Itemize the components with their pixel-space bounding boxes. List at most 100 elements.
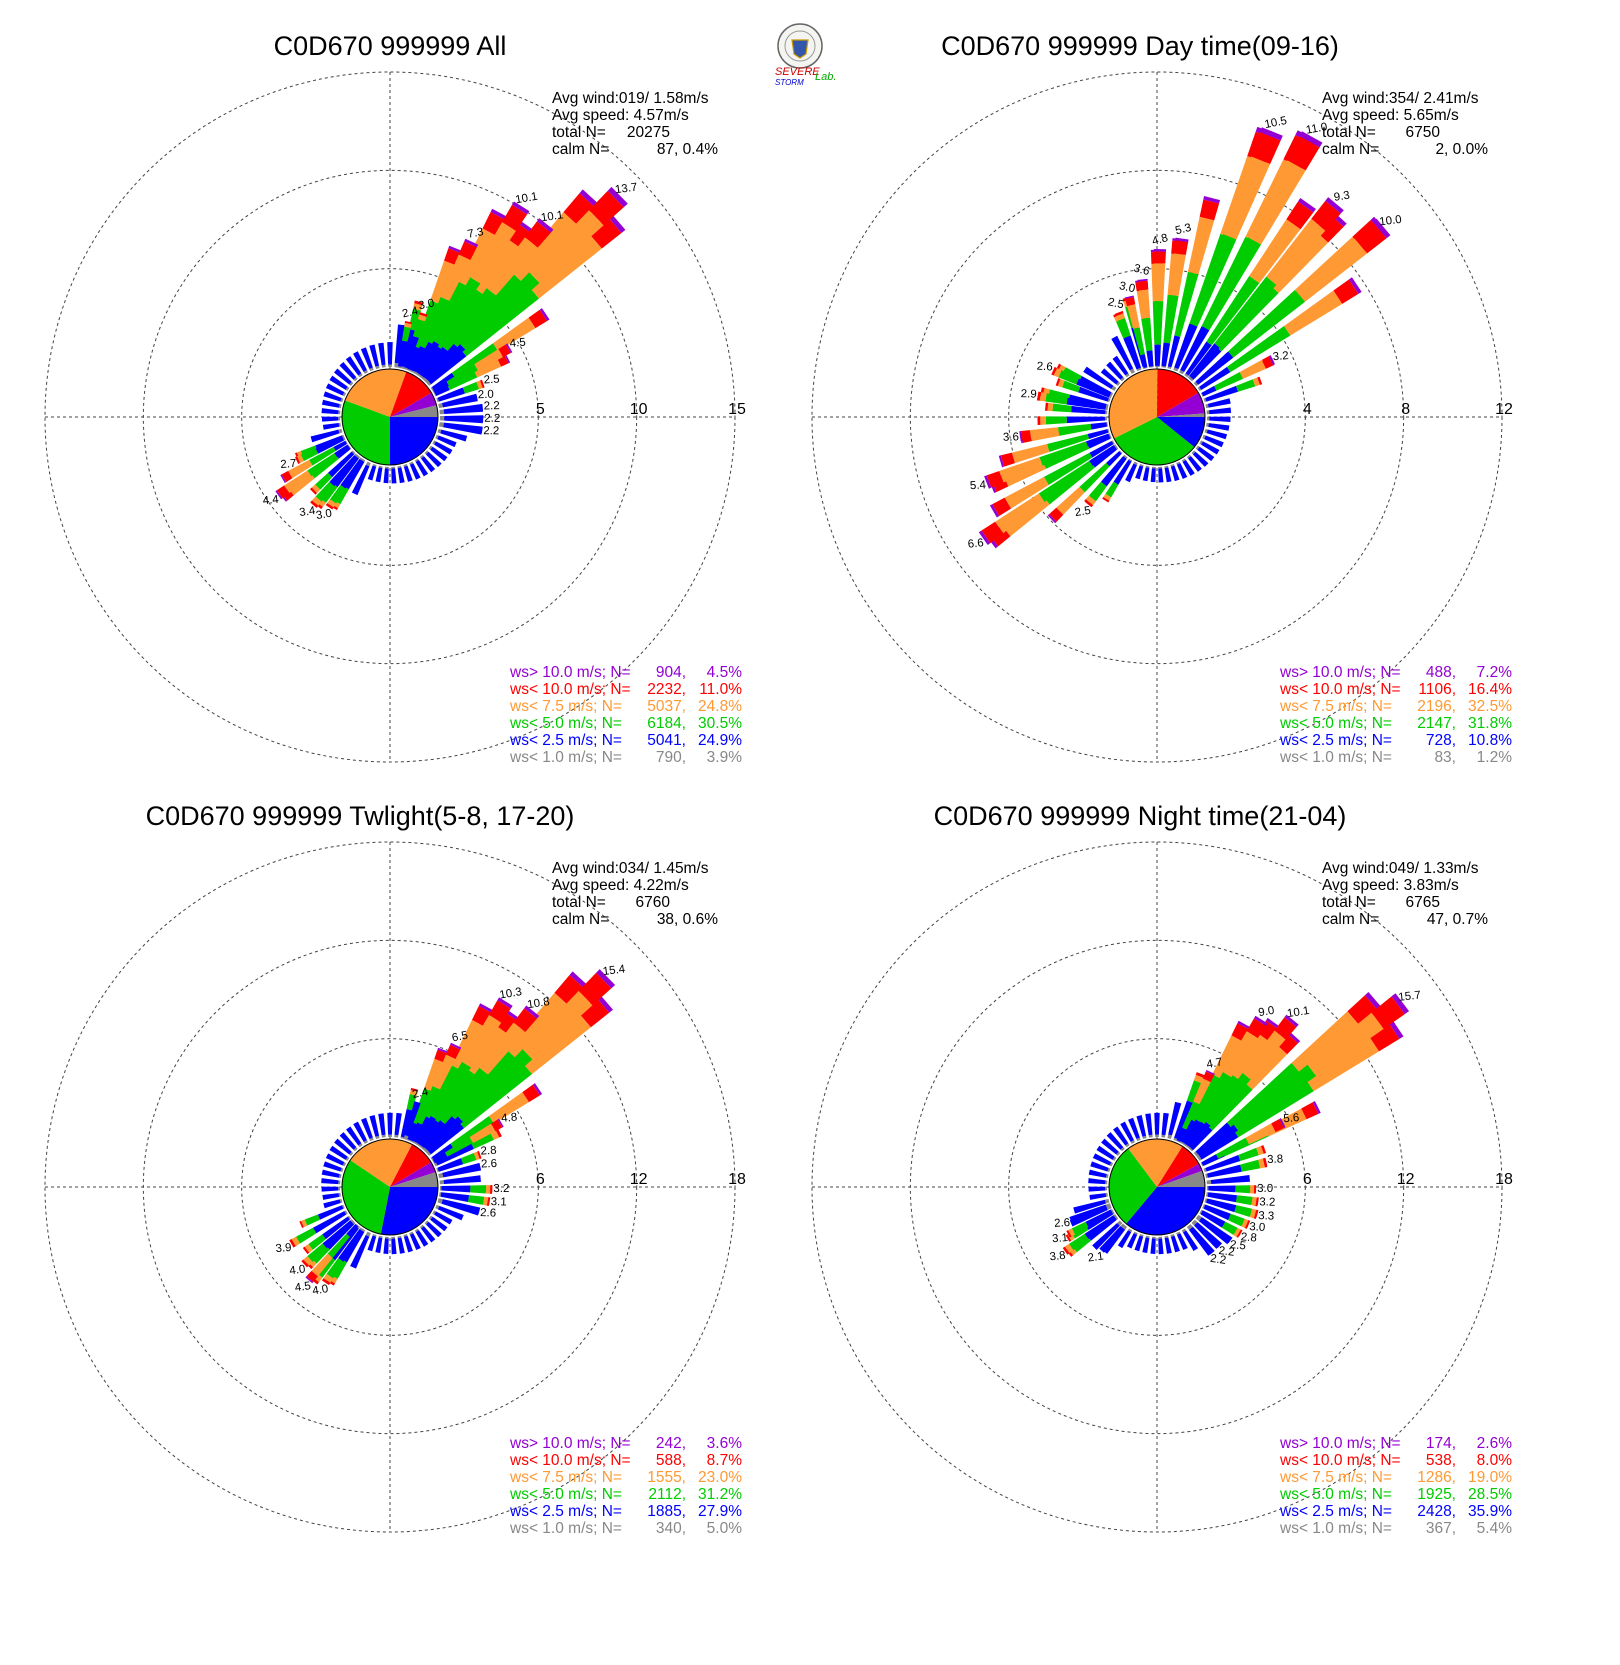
bar-value-label: 10.1 <box>514 191 538 207</box>
wind-bar-segment <box>439 1192 442 1197</box>
wind-bar-segment <box>1036 391 1042 401</box>
wind-bar-segment <box>1189 343 1220 379</box>
wind-bar-segment <box>1333 279 1359 304</box>
wind-bar-segment <box>1181 1228 1187 1233</box>
wind-bar-segment <box>1057 378 1065 388</box>
wind-bar-segment <box>440 1067 489 1124</box>
wind-bar-segment <box>1245 1045 1288 1090</box>
wind-bar-segment <box>1256 1146 1264 1156</box>
wind-bar-segment <box>404 322 412 328</box>
wind-bar-segment <box>1071 1221 1089 1235</box>
wind-bar-segment <box>1206 416 1210 421</box>
wind-bar-segment <box>306 1270 318 1283</box>
bar-value-label: 3.6 <box>1132 263 1150 279</box>
legend-pct-red: 8.0% <box>1477 1452 1513 1469</box>
wind-bar-segment <box>323 1161 342 1172</box>
wind-bar-segment <box>1301 1102 1319 1120</box>
wind-bar-segment <box>417 314 427 322</box>
wind-bar-segment <box>1170 1234 1175 1237</box>
pie-slice-purple <box>390 392 437 417</box>
wind-bar-segment <box>1039 441 1088 466</box>
grid-ring-3 <box>44 841 736 1533</box>
wind-bar-segment <box>452 272 523 348</box>
wind-bar-segment <box>1066 1230 1072 1238</box>
wind-bar-segment <box>1090 1161 1109 1172</box>
wind-bar-segment <box>438 402 443 408</box>
wind-bar-segment <box>307 1243 327 1262</box>
wind-bar-segment <box>432 1054 456 1090</box>
bar-value-label: 7.3 <box>467 226 485 241</box>
wind-bar-segment <box>1173 1137 1178 1142</box>
wind-bar-segment <box>1138 289 1151 319</box>
wind-bar-segment <box>1112 355 1129 376</box>
wind-bar-segment <box>1038 460 1093 502</box>
wind-bar-segment <box>1088 1178 1106 1185</box>
wind-bar-segment <box>404 320 413 325</box>
wind-bar-segment <box>435 1204 440 1210</box>
pie-outline <box>1108 1138 1206 1236</box>
wind-bar-segment <box>1167 1134 1172 1139</box>
wind-bar-segment <box>345 386 350 391</box>
wind-bar-segment <box>607 213 626 233</box>
legend-pct-orange: 32.5% <box>1468 698 1512 715</box>
wind-bar-segment <box>1176 461 1181 465</box>
wind-bar-segment <box>430 1061 472 1120</box>
wind-bar-segment <box>440 254 471 301</box>
wind-bar-segment <box>329 454 358 487</box>
wind-bar-segment <box>280 474 287 483</box>
legend-label-blue: ws< 2.5 m/s; N= <box>1279 732 1392 749</box>
wind-bar-segment <box>1089 445 1116 466</box>
wind-bar-segment <box>350 1235 370 1269</box>
wind-bar-segment <box>1371 996 1405 1029</box>
legend-pct-red: 11.0% <box>699 681 742 698</box>
wind-bar-segment <box>1137 367 1142 371</box>
wind-bar-segment <box>1215 1137 1249 1159</box>
calm-label: calm N= <box>552 141 609 158</box>
wind-bar-segment <box>978 530 991 546</box>
wind-bar-segment <box>1206 429 1228 440</box>
wind-bar-segment <box>1269 356 1275 366</box>
wind-bar-segment <box>1111 440 1115 445</box>
wind-bar-segment <box>1170 1235 1180 1253</box>
wind-bar-segment <box>439 409 445 414</box>
pie-slice-blue <box>1157 417 1205 448</box>
wind-bar-segment <box>529 233 602 299</box>
wind-bar-segment <box>378 1113 386 1136</box>
wind-bar-segment <box>1044 402 1049 411</box>
wind-bar-segment <box>1245 1123 1276 1145</box>
legend-count-green: 2147, <box>1417 715 1456 732</box>
wind-bar-segment <box>361 1117 373 1139</box>
wind-bar-segment <box>1088 1186 1106 1192</box>
wind-bar-segment <box>1187 375 1193 380</box>
wind-bar-segment <box>1196 1214 1202 1221</box>
bar-value-label: 3.9 <box>275 1242 292 1255</box>
grid-ring-3 <box>811 71 1503 763</box>
ring-label: 5 <box>536 401 545 418</box>
wind-bar-segment <box>1142 317 1153 351</box>
wind-bar-segment <box>1045 416 1067 425</box>
wind-bar-segment <box>470 222 517 284</box>
bar-value-label: 2.9 <box>1021 388 1037 400</box>
bar-value-label: 3.1 <box>491 1196 507 1208</box>
wind-bar-segment <box>305 1276 314 1284</box>
wind-bar-segment <box>412 341 433 373</box>
wind-bar-segment <box>1102 497 1110 503</box>
wind-bar-segment <box>1058 370 1079 385</box>
wind-bar-segment <box>391 468 397 484</box>
wind-bar-segment <box>409 1089 418 1096</box>
pie-slice-orange <box>350 1139 413 1187</box>
wind-bar-segment <box>1086 496 1096 506</box>
legend-label-gray: ws< 1.0 m/s; N= <box>1279 1520 1392 1537</box>
wind-bar-segment <box>495 1128 502 1138</box>
wind-bar-segment <box>1123 455 1128 459</box>
wind-bar-segment <box>391 1236 396 1239</box>
wind-bar-segment <box>327 1233 350 1259</box>
wind-bar-segment <box>1090 422 1107 429</box>
wind-bar-segment <box>437 1198 443 1203</box>
wind-bar-segment <box>1105 1174 1109 1179</box>
wind-bar-segment <box>403 1135 409 1141</box>
wind-bar-segment <box>369 344 380 367</box>
wind-bar-segment <box>1199 199 1220 221</box>
wind-bar-segment <box>1164 294 1179 344</box>
wind-bar-segment <box>1161 1134 1166 1138</box>
